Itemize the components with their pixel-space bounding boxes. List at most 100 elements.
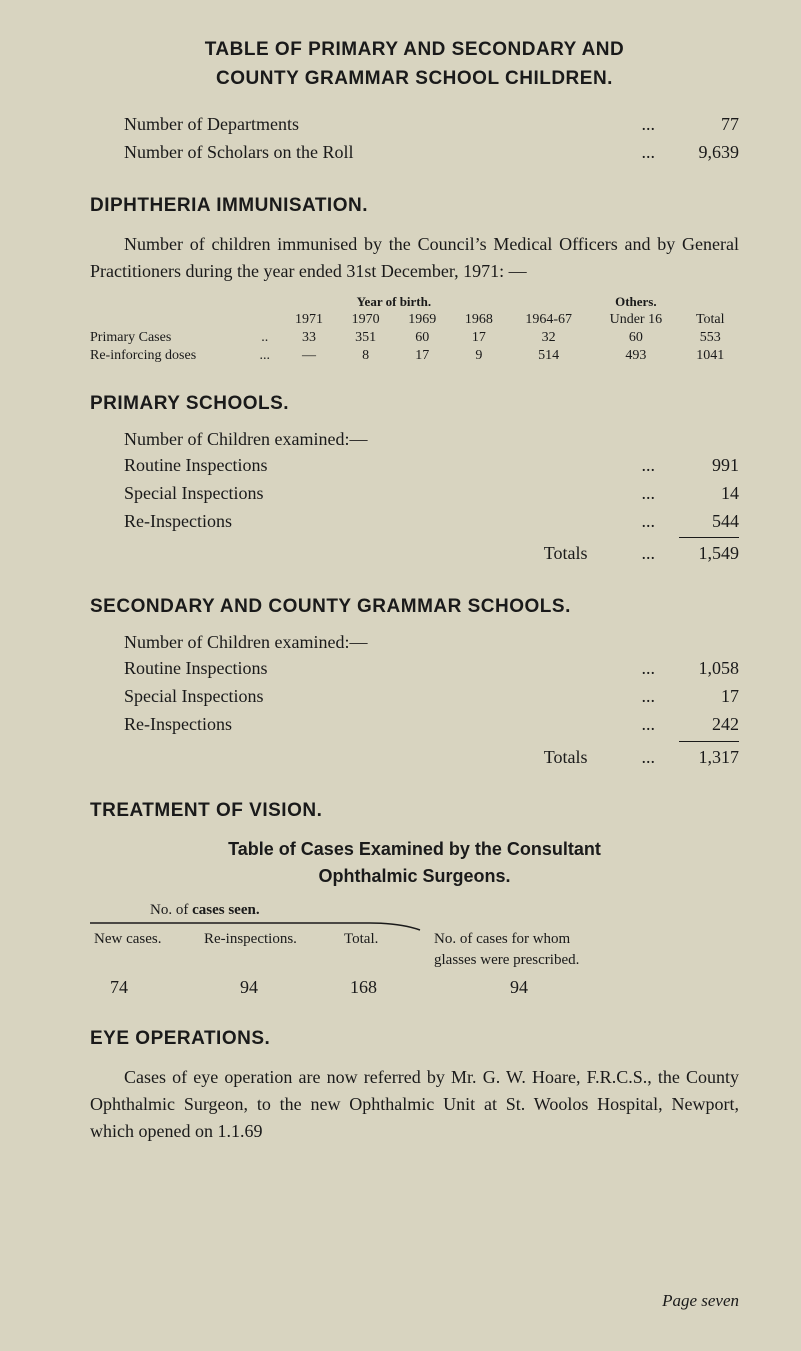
- row-value: 242: [669, 711, 739, 739]
- row-totals: Totals ... 1,317: [124, 744, 739, 772]
- cell: 33: [281, 329, 338, 347]
- col-re: Re-inspections.: [200, 929, 340, 971]
- row-value: 77: [669, 111, 739, 139]
- col-total: Total: [682, 311, 740, 329]
- totals-value: 1,317: [669, 744, 739, 772]
- diphtheria-para: Number of children immunised by the Coun…: [90, 231, 739, 285]
- cases-table: No. of cases seen. New cases. Re-inspect…: [90, 902, 739, 1000]
- row-totals: Totals ... 1,549: [124, 540, 739, 568]
- title-line2: COUNTY GRAMMAR SCHOOL CHILDREN.: [216, 68, 613, 89]
- col-1969: 1969: [394, 311, 451, 329]
- cell: 17: [451, 329, 508, 347]
- row-value: 9,639: [669, 139, 739, 167]
- primary-heading: PRIMARY SCHOOLS.: [90, 393, 739, 415]
- rule: [679, 741, 739, 742]
- row-departments: Number of Departments ... 77: [124, 111, 739, 139]
- ellipsis: ...: [642, 452, 656, 480]
- cell: Primary Cases: [90, 329, 249, 347]
- table-row: Re-inforcing doses ... — 8 17 9 514 493 …: [90, 347, 739, 365]
- cell: 60: [590, 329, 681, 347]
- ellipsis: ...: [642, 480, 656, 508]
- cell: 514: [507, 347, 590, 365]
- row-routine: Routine Inspections ... 1,058: [124, 655, 739, 683]
- row-reinspections: Re-Inspections ... 242: [124, 711, 739, 739]
- col-64-67: 1964-67: [507, 311, 590, 329]
- vision-sub2: Ophthalmic Surgeons.: [90, 863, 739, 890]
- cell: 60: [394, 329, 451, 347]
- row-label: Re-Inspections: [124, 508, 628, 536]
- title-line1: TABLE OF PRIMARY AND SECONDARY AND: [205, 39, 625, 60]
- col-total: Total.: [340, 929, 430, 971]
- cell: —: [281, 347, 338, 365]
- row-label: Special Inspections: [124, 683, 628, 711]
- eye-ops-para: Cases of eye operation are now referred …: [90, 1064, 739, 1145]
- ellipsis: ...: [642, 540, 656, 568]
- totals-value: 1,549: [669, 540, 739, 568]
- cell: 8: [337, 347, 394, 365]
- eye-ops-heading: EYE OPERATIONS.: [90, 1028, 739, 1050]
- cases-header: New cases. Re-inspections. Total. No. of…: [90, 929, 739, 971]
- val-new: 74: [90, 975, 200, 1000]
- row-special: Special Inspections ... 14: [124, 480, 739, 508]
- scholars-block: Number of Departments ... 77 Number of S…: [90, 111, 739, 167]
- diphtheria-table: Year of birth. Others. 1971 1970 1969 19…: [90, 293, 739, 365]
- year-of-birth: Year of birth.: [281, 293, 508, 311]
- cell: 351: [337, 329, 394, 347]
- row-special: Special Inspections ... 17: [124, 683, 739, 711]
- row-reinspections: Re-Inspections ... 544: [124, 508, 739, 536]
- table-header-1: Year of birth. Others.: [90, 293, 739, 311]
- cell: 1041: [682, 347, 740, 365]
- row-label: Number of Scholars on the Roll: [124, 139, 628, 167]
- cell: ..: [249, 329, 281, 347]
- secondary-intro: Number of Children examined:—: [124, 632, 739, 653]
- table-header-2: 1971 1970 1969 1968 1964-67 Under 16 Tot…: [90, 311, 739, 329]
- primary-block: Number of Children examined:— Routine In…: [90, 429, 739, 569]
- row-label: Routine Inspections: [124, 452, 628, 480]
- cases-seen-label: No. of cases seen.: [90, 902, 739, 919]
- row-label: Routine Inspections: [124, 655, 628, 683]
- ellipsis: ...: [642, 111, 656, 139]
- col-1968: 1968: [451, 311, 508, 329]
- secondary-heading: SECONDARY AND COUNTY GRAMMAR SCHOOLS.: [90, 596, 739, 618]
- row-label: Number of Departments: [124, 111, 628, 139]
- row-value: 544: [669, 508, 739, 536]
- col-1970: 1970: [337, 311, 394, 329]
- row-routine: Routine Inspections ... 991: [124, 452, 739, 480]
- row-label: Special Inspections: [124, 480, 628, 508]
- totals-label: Totals: [124, 540, 628, 568]
- ellipsis: ...: [642, 744, 656, 772]
- col-whom: No. of cases for whom glasses were presc…: [430, 929, 739, 971]
- ellipsis: ...: [642, 139, 656, 167]
- val-whom: 94: [430, 975, 739, 1000]
- diphtheria-heading: DIPHTHERIA IMMUNISATION.: [90, 195, 739, 217]
- ellipsis: ...: [642, 711, 656, 739]
- page-footer: Page seven: [662, 1291, 739, 1311]
- cell: 9: [451, 347, 508, 365]
- row-value: 1,058: [669, 655, 739, 683]
- col-under16: Under 16: [590, 311, 681, 329]
- ellipsis: ...: [642, 683, 656, 711]
- ellipsis: ...: [642, 508, 656, 536]
- primary-intro: Number of Children examined:—: [124, 429, 739, 450]
- ellipsis: ...: [642, 655, 656, 683]
- vision-sub1: Table of Cases Examined by the Consultan…: [90, 836, 739, 863]
- col-1971: 1971: [281, 311, 338, 329]
- row-value: 17: [669, 683, 739, 711]
- others-label: Others.: [590, 293, 681, 311]
- cell: Re-inforcing doses: [90, 347, 249, 365]
- row-scholars: Number of Scholars on the Roll ... 9,639: [124, 139, 739, 167]
- cases-values: 74 94 168 94: [90, 975, 739, 1000]
- table-row: Primary Cases .. 33 351 60 17 32 60 553: [90, 329, 739, 347]
- col-new: New cases.: [90, 929, 200, 971]
- totals-label: Totals: [124, 744, 628, 772]
- cell: 17: [394, 347, 451, 365]
- val-re: 94: [200, 975, 340, 1000]
- cell: 493: [590, 347, 681, 365]
- cell: 553: [682, 329, 740, 347]
- vision-heading: TREATMENT OF VISION.: [90, 800, 739, 822]
- secondary-block: Number of Children examined:— Routine In…: [90, 632, 739, 772]
- row-value: 14: [669, 480, 739, 508]
- val-total: 168: [340, 975, 430, 1000]
- row-label: Re-Inspections: [124, 711, 628, 739]
- cell: 32: [507, 329, 590, 347]
